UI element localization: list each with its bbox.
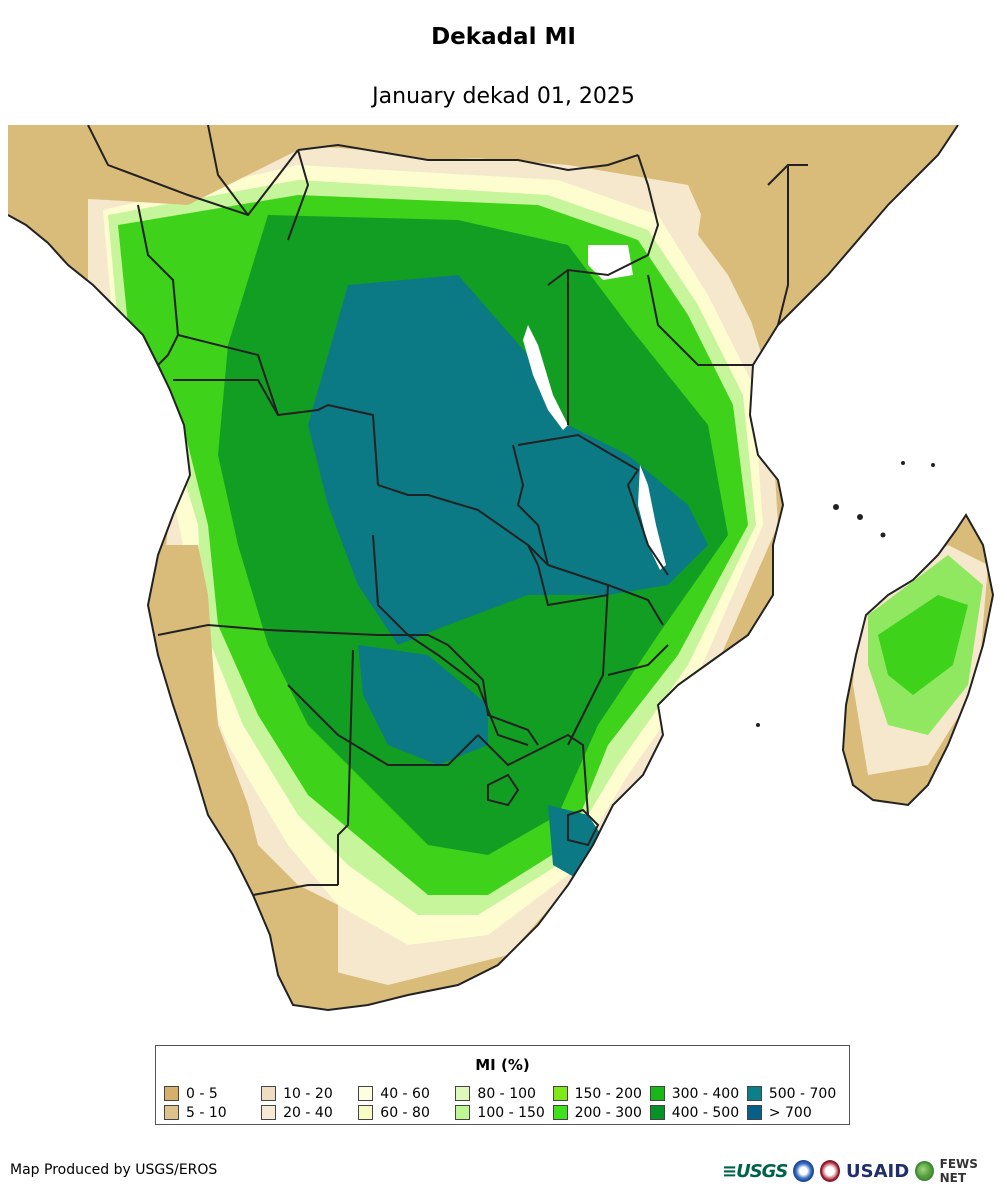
moisture-zones (8, 125, 958, 1010)
legend-item: 60 - 80 (358, 1103, 455, 1122)
legend-item: 400 - 500 (649, 1103, 747, 1122)
partner-logos: ≡USGS USAID FEWS NET (722, 1156, 1002, 1186)
usaid-logo: USAID (846, 1160, 910, 1182)
legend-swatch (455, 1105, 471, 1120)
legend-item: 150 - 200 (552, 1084, 650, 1103)
legend-item: > 700 (746, 1103, 844, 1122)
lake-victoria (588, 245, 633, 280)
legend-swatch (649, 1105, 665, 1120)
legend-grid: 0 - 5 5 - 10 10 - 20 20 - 40 40 - 60 60 … (164, 1084, 844, 1122)
noaa-logo-icon (793, 1160, 814, 1182)
islands (756, 461, 935, 727)
legend-item: 300 - 400 (649, 1084, 747, 1103)
legend-swatch (358, 1086, 374, 1101)
map-title: Dekadal MI (431, 24, 576, 50)
legend-item: 40 - 60 (358, 1084, 455, 1103)
zone-desert-sw (148, 545, 338, 1010)
legend-item: 80 - 100 (455, 1084, 552, 1103)
legend-swatch (649, 1086, 665, 1101)
legend-title: MI (%) (475, 1056, 530, 1074)
zone-desert-north (8, 125, 958, 205)
legend-swatch (164, 1086, 179, 1101)
zone-extreme-south (358, 645, 488, 765)
madagascar-bright (878, 595, 968, 695)
map-credit: Map Produced by USGS/EROS (10, 1162, 218, 1178)
legend-swatch (261, 1086, 277, 1101)
moisture-index-map (8, 125, 998, 1015)
legend-swatch (358, 1105, 374, 1120)
legend-item: 100 - 150 (455, 1103, 552, 1122)
legend-swatch (455, 1086, 471, 1101)
fews-net-logo: FEWS NET (939, 1157, 978, 1185)
country-borders (8, 125, 995, 1012)
usaid-seal-icon (819, 1160, 840, 1182)
legend-swatch (552, 1105, 568, 1120)
legend-item: 0 - 5 (164, 1084, 261, 1103)
legend-item: 500 - 700 (746, 1084, 844, 1103)
legend-item: 10 - 20 (261, 1084, 358, 1103)
legend-item: 5 - 10 (164, 1103, 261, 1122)
fews-globe-icon (915, 1161, 934, 1181)
legend-item: 20 - 40 (261, 1103, 358, 1122)
legend-swatch (746, 1105, 762, 1120)
legend-swatch (746, 1086, 762, 1101)
zone-extreme (308, 275, 708, 645)
legend: MI (%) 0 - 5 5 - 10 10 - 20 20 - 40 40 -… (155, 1045, 850, 1125)
legend-swatch (164, 1105, 179, 1120)
map-subtitle: January dekad 01, 2025 (372, 84, 635, 109)
lake-malawi (638, 465, 666, 570)
legend-swatch (552, 1086, 568, 1101)
lake-tanganyika (523, 325, 568, 430)
usgs-logo: ≡USGS (722, 1160, 788, 1182)
legend-item: 200 - 300 (552, 1103, 650, 1122)
legend-swatch (261, 1105, 277, 1120)
